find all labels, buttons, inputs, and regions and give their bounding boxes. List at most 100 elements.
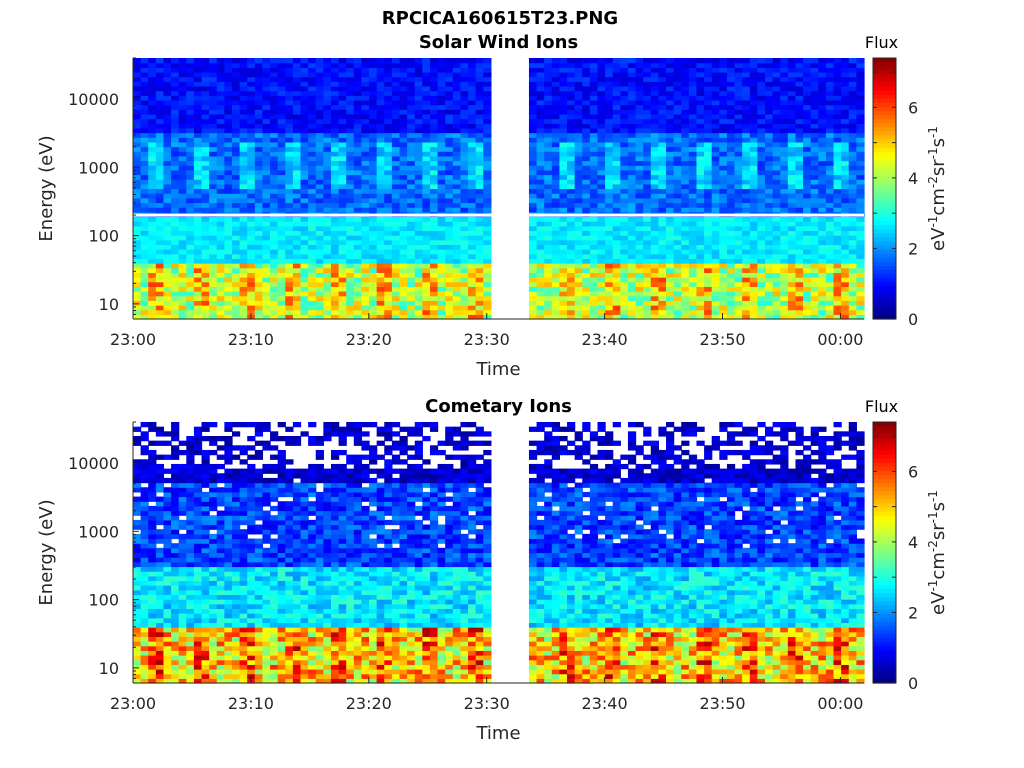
heatmap-cell: [749, 188, 758, 194]
heatmap-cell: [224, 244, 233, 250]
heatmap-cell: [620, 225, 629, 232]
heatmap-cell: [483, 207, 492, 213]
heatmap-cell: [833, 197, 842, 204]
heatmap-cell: [704, 151, 713, 157]
heatmap-cell: [193, 118, 203, 124]
heatmap-cell: [719, 207, 728, 213]
heatmap-cell: [254, 263, 264, 269]
heatmap-cell: [254, 99, 264, 106]
heatmap-cell: [148, 193, 157, 199]
heatmap-cell: [140, 197, 149, 204]
heatmap-cell: [711, 132, 720, 138]
heatmap-cell: [742, 76, 751, 82]
heatmap-cell: [536, 249, 545, 255]
heatmap-cell: [399, 155, 408, 162]
heatmap-cell: [825, 300, 835, 306]
heatmap-cell: [346, 193, 355, 199]
heatmap-cell: [589, 202, 599, 208]
heatmap-cell: [582, 230, 591, 236]
heatmap-cell: [536, 146, 545, 152]
heatmap-cell: [315, 137, 324, 143]
heatmap-cell: [711, 118, 720, 124]
heatmap-cell: [292, 216, 302, 222]
heatmap-cell: [833, 113, 842, 120]
heatmap-cell: [247, 123, 256, 129]
heatmap-cell: [330, 305, 340, 311]
heatmap-cell: [155, 305, 165, 311]
heatmap-cell: [688, 104, 698, 110]
heatmap-cell: [673, 174, 682, 180]
heatmap-cell: [574, 272, 583, 278]
heatmap-cell: [544, 58, 553, 64]
heatmap-cell: [239, 249, 248, 255]
heatmap-cell: [414, 193, 423, 199]
heatmap-cell: [338, 253, 347, 260]
heatmap-cell: [620, 263, 629, 269]
heatmap-cell: [422, 249, 431, 255]
heatmap-cell: [544, 258, 553, 264]
heatmap-cell: [582, 155, 591, 162]
heatmap-cell: [528, 95, 538, 101]
heatmap-cell: [711, 85, 720, 92]
heatmap-cell: [772, 123, 781, 129]
heatmap-cell: [178, 62, 187, 68]
heatmap-cell: [810, 174, 819, 180]
heatmap-cell: [148, 230, 157, 236]
heatmap-cell: [231, 169, 241, 176]
heatmap-cell: [658, 305, 667, 311]
heatmap-cell: [536, 258, 545, 264]
heatmap-cell: [308, 263, 317, 269]
heatmap-cell: [239, 71, 248, 78]
heatmap-cell: [270, 267, 279, 273]
heatmap-cell: [391, 132, 401, 138]
heatmap-cell: [292, 305, 302, 311]
heatmap-cell: [308, 104, 317, 110]
heatmap-cell: [399, 81, 408, 87]
heatmap-cell: [658, 169, 667, 176]
heatmap-cell: [528, 314, 538, 320]
heatmap-cell: [254, 127, 264, 134]
heatmap-cell: [239, 305, 248, 311]
heatmap-cell: [780, 263, 789, 269]
heatmap-cell: [650, 244, 659, 250]
heatmap-cell: [285, 137, 294, 143]
heatmap-cell: [551, 300, 561, 306]
heatmap-cell: [658, 146, 667, 152]
heatmap-cell: [574, 309, 583, 315]
heatmap-cell: [399, 314, 408, 320]
heatmap-cell: [688, 132, 698, 138]
heatmap-cell: [361, 244, 370, 250]
heatmap-cell: [658, 90, 667, 96]
heatmap-cell: [376, 123, 385, 129]
heatmap-cell: [666, 253, 675, 260]
heatmap-cell: [605, 277, 614, 283]
heatmap-cell: [254, 155, 264, 162]
heatmap-cell: [323, 67, 332, 73]
heatmap-cell: [178, 109, 187, 115]
heatmap-cell: [475, 309, 484, 315]
heatmap-cell: [757, 141, 766, 148]
heatmap-cell: [155, 132, 165, 138]
heatmap-cell: [445, 244, 454, 250]
heatmap-cell: [308, 202, 317, 208]
heatmap-cell: [231, 277, 241, 283]
heatmap-cell: [429, 146, 439, 152]
heatmap-cell: [224, 230, 233, 236]
heatmap-cell: [407, 300, 416, 306]
heatmap-cell: [399, 169, 408, 176]
heatmap-cell: [407, 179, 416, 185]
heatmap-cell: [643, 90, 652, 96]
heatmap-cell: [643, 146, 652, 152]
heatmap-cell: [589, 193, 599, 199]
heatmap-cell: [528, 137, 538, 143]
heatmap-cell: [148, 109, 157, 115]
heatmap-cell: [216, 104, 225, 110]
heatmap-cell: [825, 281, 835, 287]
heatmap-cell: [650, 141, 659, 148]
heatmap-cell: [688, 137, 698, 143]
heatmap-cell: [589, 249, 599, 255]
heatmap-cell: [772, 132, 781, 138]
heatmap-cell: [787, 277, 797, 283]
heatmap-cell: [171, 314, 180, 320]
heatmap-cell: [361, 230, 370, 236]
